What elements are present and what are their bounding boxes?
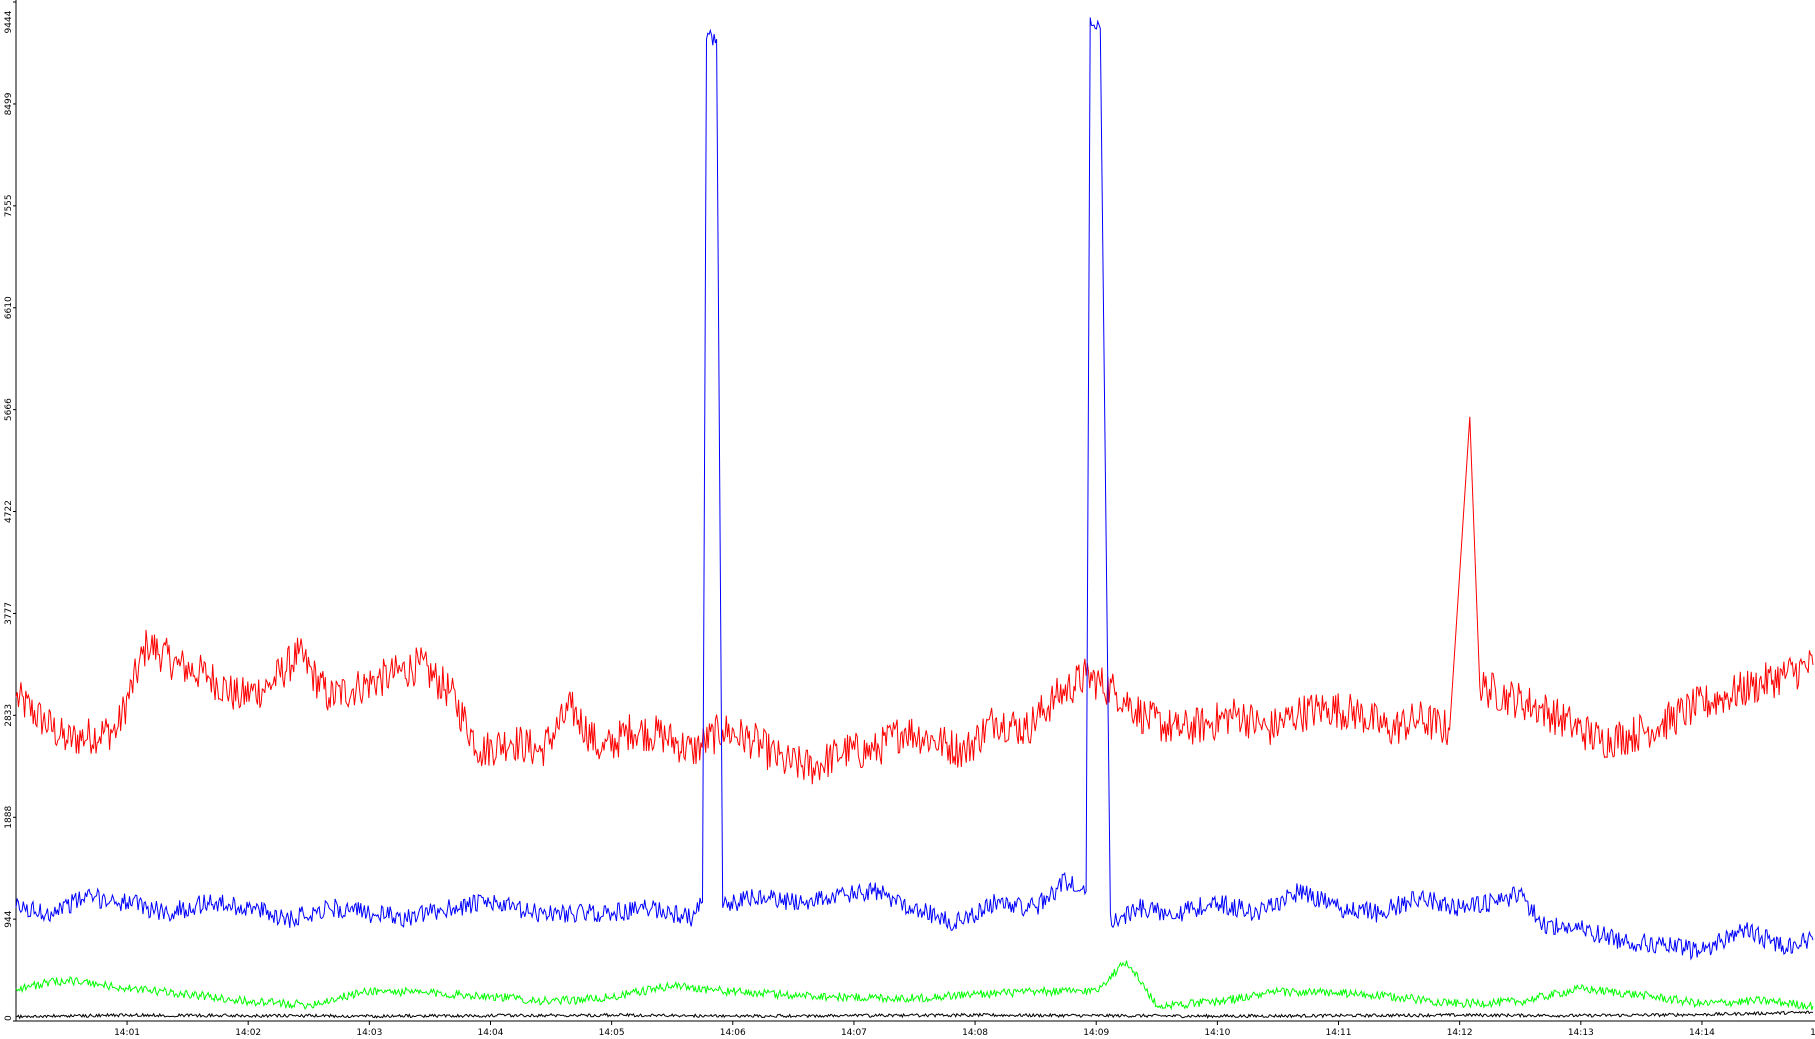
series-line-3 xyxy=(15,960,1814,1011)
x-tick-label: 14:11 xyxy=(1326,1028,1352,1038)
x-tick-label: 14:09 xyxy=(1083,1028,1109,1038)
x-tick-label: 14:13 xyxy=(1568,1028,1594,1038)
y-tick-label: 0 xyxy=(4,1015,14,1021)
x-tick-label: 14:05 xyxy=(599,1028,625,1038)
series-line-2 xyxy=(15,17,1814,961)
series-line-1 xyxy=(15,416,1814,785)
x-tick-label: 14:02 xyxy=(235,1028,261,1038)
y-tick-label: 9444 xyxy=(4,10,14,33)
x-tick-label: 14:08 xyxy=(962,1028,988,1038)
y-tick-label: 2833 xyxy=(4,704,14,727)
y-tick-label: 3777 xyxy=(4,602,14,625)
x-tick-label: 14:12 xyxy=(1447,1028,1473,1038)
x-tick-label: 14:07 xyxy=(841,1028,867,1038)
y-tick-label: 4722 xyxy=(4,500,14,523)
x-tick-label: 14:06 xyxy=(720,1028,746,1038)
series-line-4 xyxy=(15,1010,1814,1020)
x-axis: 14:01 14:02 14:03 14:04 14:05 14:06 14:07 14:08… xyxy=(16,1020,1815,1038)
y-tick-label: 1888 xyxy=(4,806,14,829)
y-tick-label: 944 xyxy=(4,910,14,927)
plot-area xyxy=(15,17,1814,1020)
y-tick-label: 8499 xyxy=(4,92,14,115)
y-axis: 0 944 1888 2833 3777 4722 5666 6610 7555 8499 9444 xyxy=(4,0,17,1022)
x-tick-label: 14:10 xyxy=(1204,1028,1230,1038)
x-tick-label: 14:01 xyxy=(114,1028,140,1038)
x-tick-label: 14:15 xyxy=(1810,1028,1815,1038)
x-tick-label: 14:04 xyxy=(478,1028,504,1038)
y-tick-label: 7555 xyxy=(4,194,14,217)
y-tick-label: 5666 xyxy=(4,398,14,421)
x-tick-label: 14:14 xyxy=(1689,1028,1715,1038)
y-tick-label: 6610 xyxy=(4,296,14,319)
x-tick-label: 14:03 xyxy=(356,1028,382,1038)
